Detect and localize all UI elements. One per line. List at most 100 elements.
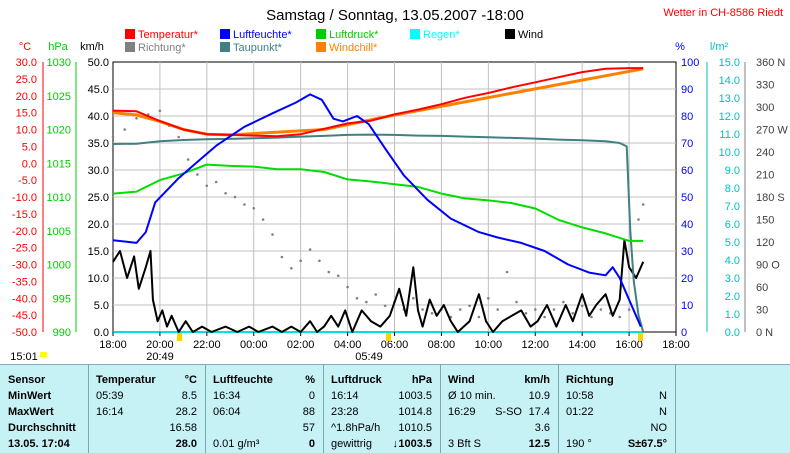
hum-header: Luftfeuchte [213,374,273,386]
x-tick-label: 00:00 [240,339,268,351]
temp-tick: 30.0 [16,57,37,69]
direction-point [135,117,138,120]
rain-tick: 13.0 [719,93,740,105]
humidity-tick: 60 [681,165,693,177]
wind-current: 12.5 [528,438,550,450]
direction-point [515,300,518,304]
rain-tick: 3.0 [725,273,740,285]
pressure-tick: 1015 [47,158,71,170]
direction-point [580,304,584,308]
wind-max-direction: S-SO [495,406,522,418]
direction-point [477,315,481,319]
legend-label: Taupunkt* [233,42,283,54]
wind-column: Wind km/h Ø 10 min. 10.9 16:29 S-SO 17.4 3.6… [440,365,559,453]
legend-swatch [410,29,420,39]
temp-tick: -50.0 [12,327,37,339]
max-label: MaxWert [8,406,54,418]
temp-tick: -25.0 [12,243,37,255]
direction-point [196,173,199,176]
wind-avg-label: Ø 10 min. [448,390,496,402]
direction-point [505,270,509,274]
temp-tick: 20.0 [16,91,37,103]
direction-point [205,184,209,188]
x-tick-label: 10:00 [475,339,503,351]
legend-label: Luftfeuchte* [233,29,292,41]
direction-point [243,203,246,206]
hum-current: 0 [308,438,315,450]
direction-point [123,128,126,131]
x-tick-label: 08:00 [428,339,456,351]
direction-point [308,248,312,251]
direction-point [637,218,640,221]
hum-absolute: 0.01 g/m³ [213,438,260,450]
series-layer [111,67,645,333]
temp-tick: -10.0 [12,192,37,204]
temp-current: 28.0 [175,438,197,450]
direction-point [299,259,303,263]
legend-label: Wind [518,29,543,41]
direction-tick: 240 [756,147,774,159]
dir-avg: NO [650,422,668,434]
temp-avg: 16.58 [169,422,197,434]
x-tick-label: 22:00 [193,339,221,351]
direction-tick: 150 [756,215,774,227]
now-label: 13.05. 17:04 [8,438,70,450]
x-tick-label: 02:00 [287,339,315,351]
wind-tick: 45.0 [88,84,109,96]
start-time-marker: 15:01 [10,351,38,363]
wind-tick: 40.0 [88,111,109,123]
wind-max-time: 16:29 [448,406,476,418]
x-tick-label: 04:00 [334,339,362,351]
temp-tick: 25.0 [16,74,37,86]
rain-tick: 4.0 [725,255,740,267]
direction-column: Richtung 10:58 N 01:22 N NO 190 ° S±67.5° [558,365,676,453]
rain-tick: 1.0 [725,309,740,321]
humidity-tick: 0 [681,327,687,339]
temp-unit: °C [184,374,197,386]
direction-point [252,207,256,210]
temp-tick: -20.0 [12,226,37,238]
humidity-column: Luftfeuchte% 16:34 0 06:04 88 57 0.01 g/m³… [205,365,324,453]
direction-point [627,308,631,311]
stats-panel: Sensor MinWert MaxWert Durchschnitt 13.0… [0,364,790,453]
temperature-line [112,67,644,138]
x-tick-label: 12:00 [521,339,549,351]
sunset-marker: 20:49 [146,351,174,363]
dir-min-value: N [659,390,667,402]
pressure-tick: 1000 [47,260,71,272]
direction-point [111,135,115,139]
press-forecast: gewittrig [331,438,372,450]
x-tick-label: 16:00 [615,339,643,351]
dir-current: S±67.5° [627,438,667,450]
rain-tick: 8.0 [725,183,740,195]
rain-tick: 14.0 [719,75,740,87]
hum-avg: 57 [302,422,315,434]
sensor-column: Sensor MinWert MaxWert Durchschnitt 13.0… [0,365,89,453]
direction-tick: 90 O [756,260,780,272]
temp-tick: 15.0 [16,108,37,120]
direction-point [261,218,265,221]
direction-point [496,308,500,311]
humidity-tick: 90 [681,84,693,96]
direction-point [468,304,471,308]
direction-point [214,180,218,184]
direction-point [571,312,575,315]
direction-point [543,315,546,319]
temp-tick: -35.0 [12,276,37,288]
x-tick-label: 18:00 [99,339,127,351]
humidity-tick: 20 [681,273,693,285]
press-max-value: 1014.8 [398,406,432,418]
direction-point [430,312,434,315]
wind-tick: 25.0 [88,192,109,204]
humidity-tick: 40 [681,219,693,231]
legend-swatch [125,42,135,52]
rain-tick: 6.0 [725,219,740,231]
direction-point [346,285,349,289]
avg-label: Durchschnitt [8,422,76,434]
wind-axis-label: km/h [80,41,104,53]
x-tick-label: 18:00 [662,339,690,351]
rain-tick: 11.0 [719,129,740,141]
direction-point [458,308,462,311]
temp-header: Temperatur [96,374,156,386]
press-trend-arrow: ↓ [392,438,399,450]
